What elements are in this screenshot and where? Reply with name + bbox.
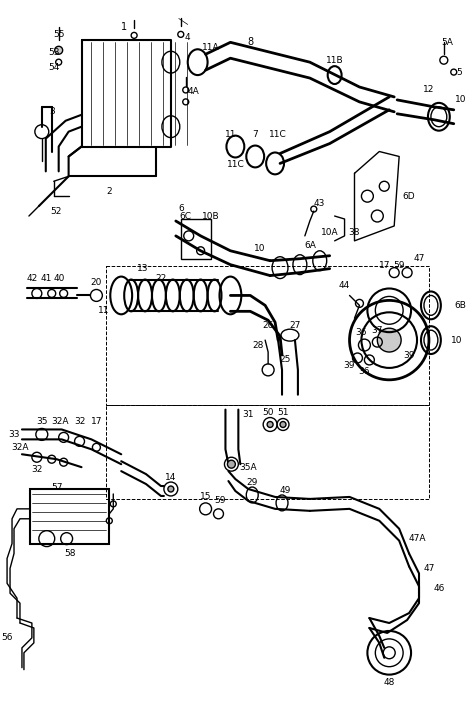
Text: 59: 59 [215, 496, 226, 506]
Text: 1: 1 [121, 23, 127, 33]
Text: 41: 41 [40, 274, 52, 283]
Text: 6: 6 [178, 204, 183, 212]
Text: 39: 39 [344, 361, 356, 371]
Text: 4A: 4A [188, 87, 200, 97]
Text: 32A: 32A [11, 443, 29, 452]
Text: 15: 15 [200, 493, 211, 501]
Circle shape [280, 422, 286, 427]
Text: 47: 47 [423, 564, 435, 573]
Circle shape [377, 328, 401, 352]
Text: 36: 36 [356, 328, 367, 337]
Text: 6C: 6C [180, 212, 192, 221]
Text: 11A: 11A [202, 43, 219, 52]
Text: 26: 26 [263, 321, 274, 329]
Bar [181, 219, 210, 258]
Circle shape [267, 422, 273, 427]
Text: 4: 4 [185, 33, 191, 42]
Text: 59: 59 [393, 261, 405, 271]
Text: 42: 42 [26, 274, 37, 283]
Text: 43: 43 [314, 199, 326, 207]
Text: 57: 57 [51, 483, 63, 491]
Text: 49: 49 [279, 486, 291, 496]
Text: 31: 31 [243, 410, 254, 419]
Text: 28: 28 [253, 341, 264, 349]
Circle shape [55, 46, 63, 54]
Text: 46: 46 [433, 584, 445, 593]
Text: 10: 10 [255, 244, 266, 253]
Text: 32: 32 [74, 417, 85, 426]
Text: 54: 54 [48, 62, 59, 72]
Text: 51: 51 [277, 408, 289, 417]
Text: 58: 58 [64, 549, 75, 558]
Text: 22: 22 [155, 274, 166, 283]
Text: 47: 47 [413, 254, 425, 263]
Text: 35A: 35A [239, 463, 257, 471]
Text: 3: 3 [49, 107, 55, 116]
Text: 8: 8 [247, 38, 253, 48]
Text: 32A: 32A [51, 417, 68, 426]
Text: 52: 52 [50, 207, 62, 216]
Text: 11C: 11C [227, 160, 244, 169]
Text: 17: 17 [91, 417, 102, 426]
Circle shape [168, 486, 174, 492]
Text: 6B: 6B [455, 301, 466, 310]
Text: 12: 12 [423, 85, 435, 94]
Text: 11: 11 [98, 306, 109, 315]
Text: 7: 7 [252, 130, 258, 139]
Text: 5A: 5A [441, 38, 453, 47]
Text: 38: 38 [349, 229, 360, 237]
Text: 10: 10 [455, 95, 466, 104]
Text: 20: 20 [91, 278, 102, 287]
Text: 6D: 6D [403, 192, 415, 201]
Text: 5: 5 [456, 67, 462, 77]
Text: 6A: 6A [304, 241, 316, 251]
Text: 50: 50 [263, 408, 274, 417]
Text: 32: 32 [31, 464, 43, 474]
Text: 14: 14 [165, 473, 176, 481]
Text: 11B: 11B [326, 55, 344, 65]
Text: 11C: 11C [269, 130, 287, 139]
Text: 27: 27 [289, 321, 301, 329]
Text: 13: 13 [137, 264, 149, 273]
Text: 10: 10 [451, 336, 463, 344]
Text: 10A: 10A [321, 229, 338, 237]
Circle shape [228, 460, 236, 468]
Text: 35: 35 [36, 417, 47, 426]
Text: 55: 55 [53, 30, 64, 39]
Text: 11: 11 [225, 130, 236, 139]
Text: 36: 36 [359, 367, 370, 376]
Text: 53: 53 [48, 48, 59, 57]
Text: 37: 37 [372, 326, 383, 334]
Text: 33: 33 [8, 430, 20, 439]
Text: 40: 40 [54, 274, 65, 283]
Text: 48: 48 [383, 678, 395, 687]
Text: 25: 25 [279, 356, 291, 364]
Text: 56: 56 [1, 633, 13, 643]
Text: 29: 29 [246, 478, 258, 486]
Text: 2: 2 [107, 187, 112, 196]
Text: 44: 44 [339, 281, 350, 290]
Text: 17: 17 [379, 261, 390, 271]
Bar [30, 489, 109, 544]
Text: 47A: 47A [408, 534, 426, 543]
Text: 39: 39 [403, 351, 415, 359]
Text: 10B: 10B [202, 212, 219, 221]
